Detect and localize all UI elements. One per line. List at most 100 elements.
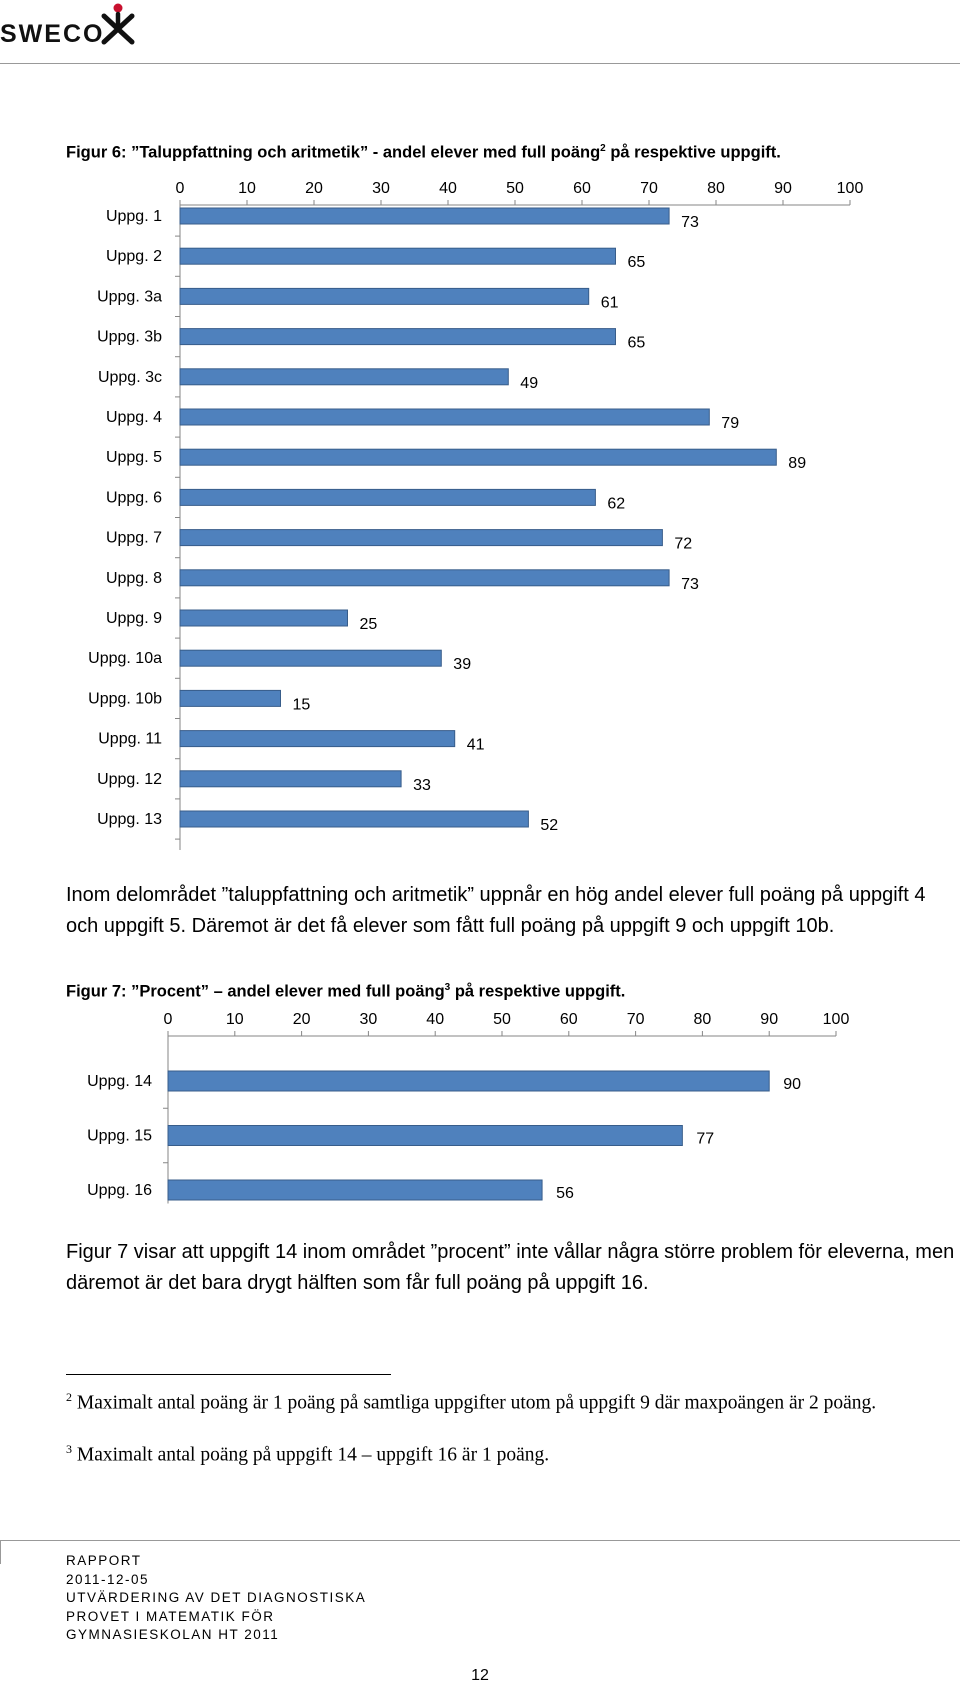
chart1-bar [179, 448, 777, 466]
chart1-category-label: Uppg. 12 [97, 771, 162, 788]
figure7-caption-end: på respektive uppgift. [450, 982, 626, 1001]
chart1-bar [179, 488, 596, 506]
chart1-bar [179, 609, 348, 627]
report-title-line-3: GYMNASIESKOLAN HT 2011 [66, 1627, 280, 1642]
chart1-value-label: 52 [540, 817, 558, 834]
footer-divider [0, 1540, 960, 1541]
chart1-value-label: 65 [628, 254, 646, 271]
chart1-tick-label: 60 [573, 180, 591, 197]
chart1-value-label: 33 [413, 777, 431, 794]
footnote-2: 2 Maximalt antal poäng är 1 poäng på sam… [66, 1385, 946, 1416]
chart2-tick-label: 20 [293, 1011, 311, 1028]
figure6-chart: 0 10 20 30 40 50 60 70 80 90 100 Uppg. 1 73 Uppg. 2 65… [0, 170, 960, 855]
chart2-tick-label: 30 [360, 1011, 378, 1028]
footnote-2-number: 2 [66, 1390, 72, 1404]
chart1-bar [179, 368, 509, 386]
chart1-bar [179, 689, 281, 707]
figure6-footnote-ref: 2 [600, 143, 606, 154]
chart2-category-label: Uppg. 14 [87, 1073, 152, 1090]
page-number: 12 [471, 1667, 489, 1684]
chart1-category-label: Uppg. 11 [98, 731, 162, 748]
chart1-value-label: 49 [520, 375, 538, 392]
chart1-value-label: 65 [628, 335, 646, 352]
footnote-divider [66, 1374, 391, 1375]
footnote-3-text: Maximalt antal poäng på uppgift 14 – upp… [76, 1444, 550, 1466]
chart1-category-label: Uppg. 8 [106, 570, 162, 587]
chart2-tick-label: 100 [823, 1011, 850, 1028]
chart1-tick-label: 50 [506, 180, 524, 197]
chart1-category-label: Uppg. 10a [88, 650, 162, 667]
chart1-category-label: Uppg. 6 [106, 489, 162, 506]
chart1-category-label: Uppg. 7 [106, 530, 162, 547]
chart1-bar [179, 328, 616, 346]
chart1-value-label: 39 [453, 656, 471, 673]
chart1-tick-label: 80 [707, 180, 725, 197]
sweco-logo-icon [101, 3, 135, 45]
chart1-bar [179, 770, 402, 788]
chart1-tick-label: 20 [305, 180, 323, 197]
chart1-tick-label: 100 [837, 180, 864, 197]
chart1-category-label: Uppg. 5 [106, 449, 162, 466]
figure6-caption: Figur 6: ”Taluppfattning och aritmetik” … [66, 143, 781, 163]
chart1-value-label: 41 [467, 737, 485, 754]
chart1-bar [179, 529, 663, 547]
chart1-bar [179, 287, 590, 305]
header-divider [0, 63, 960, 64]
report-title-line-2: PROVET I MATEMATIK FÖR [66, 1608, 275, 1624]
footer-corner-mark [0, 1540, 1, 1564]
chart2-tick-label: 40 [426, 1011, 444, 1028]
paragraph-1: Inom delområdet ”taluppfattning och arit… [66, 884, 926, 937]
chart2-bar [167, 1070, 770, 1092]
chart1-bar [179, 730, 456, 748]
chart1-value-label: 89 [788, 455, 806, 472]
chart1-tick-label: 0 [176, 180, 185, 197]
chart1-category-label: Uppg. 13 [97, 811, 162, 828]
chart1-bar [179, 649, 442, 667]
chart1-category-label: Uppg. 10b [88, 690, 162, 707]
chart1-category-label: Uppg. 2 [106, 248, 162, 265]
chart2-tick-label: 80 [694, 1011, 712, 1028]
chart1-bar [179, 207, 670, 225]
chart2-bar [167, 1125, 683, 1146]
chart2-category-label: Uppg. 16 [87, 1182, 152, 1199]
chart2-tick-label: 10 [226, 1011, 244, 1028]
chart2-value-label: 90 [783, 1076, 801, 1093]
chart1-bar [179, 810, 529, 828]
figure6-caption-end: på respektive uppgift. [605, 143, 781, 162]
chart1-category-label: Uppg. 3b [97, 329, 162, 346]
chart1-value-label: 72 [674, 536, 692, 553]
chart1-value-label: 62 [607, 495, 625, 512]
chart1-category-label: Uppg. 4 [106, 409, 162, 426]
report-meta: RAPPORT 2011-12-05 UTVÄRDERING AV DET DI… [66, 1552, 366, 1645]
chart1-bar [179, 569, 670, 587]
chart1-tick-label: 90 [774, 180, 792, 197]
chart1-value-label: 73 [681, 214, 699, 231]
chart1-category-label: Uppg. 1 [106, 208, 162, 225]
figure7-footnote-ref: 3 [444, 982, 451, 993]
chart1-category-label: Uppg. 9 [106, 610, 162, 627]
chart1-bar [179, 408, 710, 426]
footnote-3: 3 Maximalt antal poäng på uppgift 14 – u… [66, 1437, 946, 1468]
report-type: RAPPORT [66, 1553, 142, 1568]
paragraph-2: Figur 7 visar att uppgift 14 inom område… [66, 1241, 955, 1294]
chart1-value-label: 15 [293, 696, 311, 713]
chart1-value-label: 61 [601, 294, 619, 311]
chart1-tick-label: 70 [640, 180, 658, 197]
chart2-tick-label: 90 [760, 1011, 778, 1028]
chart2-bar [167, 1179, 543, 1201]
report-date: 2011-12-05 [66, 1571, 150, 1587]
chart2-tick-label: 70 [627, 1011, 645, 1028]
sweco-logo-text: SWECO [0, 20, 105, 48]
chart1-value-label: 25 [360, 616, 378, 633]
chart2-tick-label: 50 [493, 1011, 511, 1028]
footnote-2-text: Maximalt antal poäng är 1 poäng på samtl… [76, 1392, 877, 1414]
figure7-chart-svg: 0 10 20 30 40 50 60 70 80 90 100 Uppg. 14 90 Uppg. 15… [87, 1011, 850, 1218]
chart2-tick-label: 60 [560, 1011, 578, 1028]
chart1-value-label: 73 [681, 576, 699, 593]
chart1-category-label: Uppg. 3a [97, 288, 162, 305]
chart1-bar [179, 247, 616, 265]
figure7-caption-text: Figur 7: ”Procent” – andel elever med fu… [66, 982, 445, 1001]
chart1-tick-label: 10 [238, 180, 256, 197]
chart1-tick-label: 40 [439, 180, 457, 197]
report-title-line-1: UTVÄRDERING AV DET DIAGNOSTISKA [66, 1590, 367, 1605]
